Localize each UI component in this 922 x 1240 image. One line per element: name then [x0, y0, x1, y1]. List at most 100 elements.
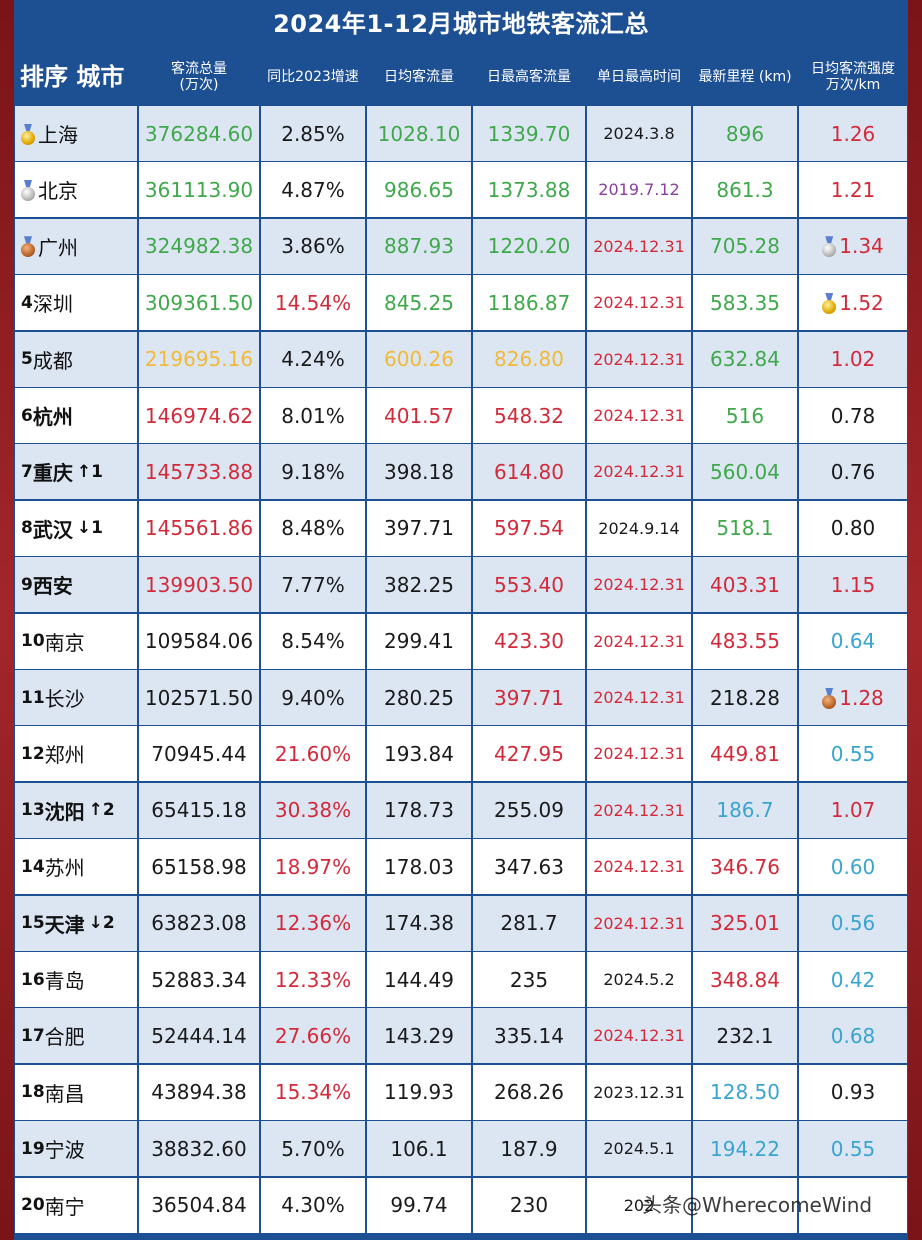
rank-number: 8 [21, 518, 33, 539]
total-value: 52883.34 [151, 967, 247, 992]
background-right-edge [908, 0, 922, 1240]
city-name: 南京 [44, 630, 85, 655]
rank-number: 6 [21, 405, 33, 426]
yoy-value: 9.40% [281, 685, 345, 710]
city-name: 郑州 [44, 743, 85, 768]
total-cell: 63823.08 [139, 895, 259, 951]
rank-number: 13 [21, 800, 45, 821]
intensity-cell: 1.26 [799, 106, 907, 161]
total-value: 102571.50 [144, 685, 254, 710]
yoy-value: 2.85% [281, 121, 345, 146]
yoy-cell: 12.33% [261, 952, 365, 1007]
city-name: 西安 [32, 574, 73, 599]
rank-number: 15 [21, 913, 45, 934]
intensity-cell: 0.64 [799, 613, 907, 669]
daily-max-cell: 1339.70 [473, 106, 585, 161]
table-row: 上海 376284.60 2.85% 1028.10 1339.70 2024.3.8 89… [14, 106, 908, 162]
bronze-medal-icon [822, 687, 837, 709]
daily-avg-value: 382.25 [384, 572, 454, 597]
max-date-cell: 2019.7.12 [587, 162, 691, 218]
yoy-cell: 21.60% [261, 726, 365, 782]
mileage-cell: 516 [693, 388, 797, 443]
city-name: 宁波 [44, 1138, 85, 1163]
daily-avg-value: 174.38 [384, 911, 454, 936]
table-row: 19 宁波 38832.60 5.70% 106.1 187.9 2024.5.1 194.2… [14, 1121, 908, 1177]
yoy-value: 4.30% [281, 1193, 345, 1218]
rank-city-cell: 上海 [15, 106, 137, 161]
total-value: 36504.84 [151, 1193, 247, 1218]
daily-avg-cell: 280.25 [367, 670, 471, 725]
mileage-value: 346.76 [710, 854, 780, 879]
max-date-cell: 202 [587, 1177, 691, 1233]
rank-city-cell: 15 天津 ↓2 [15, 895, 137, 951]
daily-max-value: 553.40 [494, 572, 564, 597]
rank-city-cell: 广州 [15, 218, 137, 274]
yoy-value: 18.97% [274, 854, 352, 879]
total-value: 65415.18 [151, 798, 247, 823]
intensity-value: 0.42 [830, 967, 876, 992]
total-cell: 145733.88 [139, 444, 259, 500]
daily-avg-cell: 99.74 [367, 1177, 471, 1233]
max-date-cell: 2024.12.31 [587, 388, 691, 443]
yoy-cell: 8.48% [261, 500, 365, 556]
total-cell: 36504.84 [139, 1177, 259, 1233]
daily-avg-cell: 143.29 [367, 1008, 471, 1064]
daily-max-value: 281.7 [500, 911, 558, 936]
mileage-cell [693, 1177, 797, 1233]
rank-change: ↑1 [76, 461, 103, 482]
mileage-value: 483.55 [710, 629, 780, 654]
rank-city-cell: 8 武汉 ↓1 [15, 500, 137, 556]
intensity-value: 1.07 [830, 798, 876, 823]
mileage-cell: 449.81 [693, 726, 797, 782]
total-value: 52444.14 [151, 1023, 247, 1048]
total-cell: 109584.06 [139, 613, 259, 669]
header-daily-avg: 日均客流量 [384, 69, 454, 85]
daily-avg-value: 398.18 [384, 459, 454, 484]
intensity-value: 0.80 [830, 516, 876, 541]
max-date-value: 2024.12.31 [593, 1026, 685, 1046]
intensity-cell: 1.15 [799, 557, 907, 613]
total-value: 146974.62 [144, 403, 254, 428]
max-date-cell: 2024.12.31 [587, 613, 691, 669]
yoy-cell: 4.24% [261, 331, 365, 387]
daily-avg-value: 280.25 [384, 685, 454, 710]
daily-max-value: 347.63 [494, 854, 564, 879]
yoy-value: 4.87% [281, 177, 345, 202]
watermark: 头条@WherecomeWind [642, 1193, 873, 1217]
city-name: 天津 [44, 912, 85, 937]
rank-number: 9 [21, 574, 33, 595]
header-mileage: 最新里程 (km) [698, 69, 792, 85]
mileage-cell: 346.76 [693, 839, 797, 895]
daily-avg-value: 397.71 [384, 516, 454, 541]
mileage-value: 861.3 [716, 177, 774, 202]
daily-max-value: 614.80 [494, 459, 564, 484]
daily-max-cell: 548.32 [473, 388, 585, 443]
city-name: 青岛 [44, 969, 85, 993]
city-name: 成都 [32, 348, 73, 373]
city-name: 广州 [38, 235, 78, 260]
rank-city-cell: 4 深圳 [15, 275, 137, 331]
daily-max-cell: 235 [473, 952, 585, 1007]
intensity-cell: 1.34 [799, 218, 907, 274]
max-date-value: 2024.12.31 [593, 800, 685, 820]
total-value: 109584.06 [144, 629, 254, 654]
max-date-cell: 2024.5.2 [587, 952, 691, 1007]
intensity-value: 1.26 [830, 121, 876, 146]
intensity-cell: 0.42 [799, 952, 907, 1007]
total-value: 43894.38 [151, 1080, 247, 1105]
daily-max-value: 1339.70 [487, 121, 571, 146]
background-left-edge [0, 0, 14, 1240]
total-cell: 376284.60 [139, 106, 259, 161]
max-date-value: 2024.12.31 [593, 913, 685, 933]
yoy-value: 3.86% [281, 234, 345, 259]
daily-max-value: 826.80 [494, 347, 564, 372]
max-date-cell: 2024.12.31 [587, 1008, 691, 1064]
daily-avg-value: 99.74 [390, 1193, 448, 1218]
yoy-cell: 18.97% [261, 839, 365, 895]
total-value: 219695.16 [144, 347, 254, 372]
rank-city-cell: 13 沈阳 ↑2 [15, 782, 137, 838]
rank-number: 10 [21, 631, 45, 652]
total-value: 139903.50 [144, 572, 254, 597]
daily-max-cell: 423.30 [473, 613, 585, 669]
yoy-cell: 9.40% [261, 670, 365, 725]
